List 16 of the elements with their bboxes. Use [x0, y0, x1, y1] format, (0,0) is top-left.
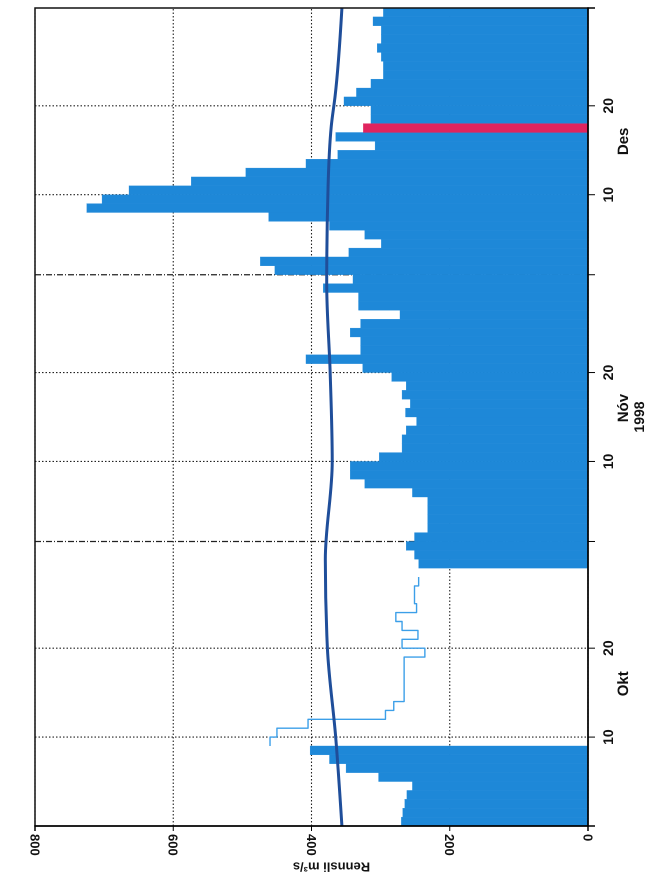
y-tick-label: 10 [600, 729, 616, 745]
text: Okt [615, 671, 632, 696]
x-tick-label: 400 [304, 834, 319, 856]
y-tick-label: 10 [600, 453, 616, 470]
y-tick-label: 10 [600, 186, 616, 203]
y-tick-label: 20 [600, 98, 616, 114]
x-axis-title: Rennsli m³/s [292, 859, 370, 874]
x-tick-label: 800 [27, 834, 42, 856]
x-tick-label: 0 [580, 834, 596, 842]
y-axis-title: 1998 [631, 401, 647, 433]
text: Nóv [615, 393, 632, 422]
y-tick-label: 20 [600, 640, 616, 656]
y-tick-label: 20 [600, 364, 616, 380]
x-tick-label: 600 [166, 834, 181, 856]
text: Des [615, 128, 632, 156]
x-tick-label: 200 [442, 834, 458, 856]
